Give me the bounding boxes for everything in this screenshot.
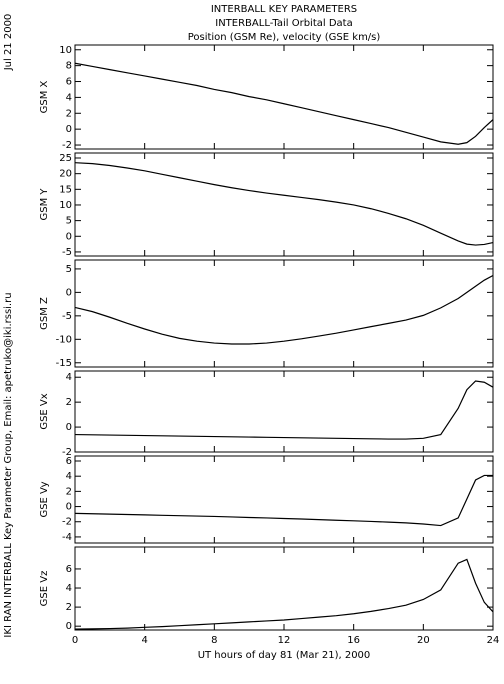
data-line (74, 274, 494, 345)
y-tick-label: 6 (66, 77, 72, 88)
y-axis-label: GSE Vy (39, 481, 50, 517)
x-tick-label: 24 (487, 635, 500, 646)
title-line: INTERBALL KEY PARAMETERS (211, 4, 357, 15)
data-line (74, 474, 493, 527)
y-tick-label: -15 (56, 358, 72, 369)
y-axis-label: GSE Vz (39, 571, 50, 607)
y-tick-label: 20 (59, 169, 72, 180)
y-tick-label: -10 (56, 334, 72, 345)
y-tick-label: 2 (66, 602, 72, 613)
y-tick-label: 2 (66, 397, 72, 408)
y-tick-label: -2 (62, 517, 72, 528)
y-tick-label: 25 (59, 153, 72, 164)
y-tick-label: 0 (66, 422, 72, 433)
x-axis-label: UT hours of day 81 (Mar 21), 2000 (198, 650, 371, 661)
y-axis-label: GSM Y (39, 188, 50, 221)
x-tick-label: 16 (347, 635, 360, 646)
y-tick-label: -5 (62, 247, 72, 258)
date-label: Jul 21 2000 (3, 14, 14, 72)
y-tick-label: 0 (66, 231, 72, 242)
y-axis-label: GSM Z (39, 297, 50, 330)
title-line: Position (GSM Re), velocity (GSE km/s) (188, 32, 381, 43)
y-tick-label: 0 (66, 502, 72, 513)
y-tick-label: 4 (66, 583, 72, 594)
y-tick-label: 2 (66, 486, 72, 497)
y-tick-label: -2 (62, 140, 72, 151)
y-tick-label: 4 (66, 92, 72, 103)
data-line (74, 162, 494, 246)
y-tick-label: 0 (66, 287, 72, 298)
y-tick-label: 10 (59, 200, 72, 211)
y-tick-label: 4 (66, 372, 72, 383)
x-tick-label: 12 (278, 635, 291, 646)
y-tick-label: -4 (62, 532, 72, 543)
data-line (74, 558, 494, 630)
y-tick-label: 5 (66, 264, 72, 275)
y-axis-label: GSE Vx (39, 393, 50, 429)
y-tick-label: 8 (66, 61, 72, 72)
x-tick-label: 20 (417, 635, 430, 646)
y-axis-label: GSM X (39, 80, 50, 113)
data-line (74, 62, 494, 145)
y-tick-label: 2 (66, 108, 72, 119)
y-tick-label: 15 (59, 184, 72, 195)
y-tick-label: -2 (62, 447, 72, 458)
x-tick-label: 8 (211, 635, 217, 646)
y-tick-label: 6 (66, 456, 72, 467)
data-line (74, 380, 494, 440)
y-tick-label: 6 (66, 564, 72, 575)
credit-label: IKI RAN INTERBALL Key Parameter Group, E… (3, 292, 14, 637)
title-line: INTERBALL-Tail Orbital Data (215, 18, 352, 29)
y-tick-label: 4 (66, 471, 72, 482)
y-tick-label: 10 (59, 45, 72, 56)
y-tick-label: -5 (62, 311, 72, 322)
x-tick-label: 4 (141, 635, 147, 646)
y-tick-label: 0 (66, 124, 72, 135)
x-tick-label: 0 (72, 635, 78, 646)
y-tick-label: 5 (66, 216, 72, 227)
y-tick-label: 0 (66, 621, 72, 632)
